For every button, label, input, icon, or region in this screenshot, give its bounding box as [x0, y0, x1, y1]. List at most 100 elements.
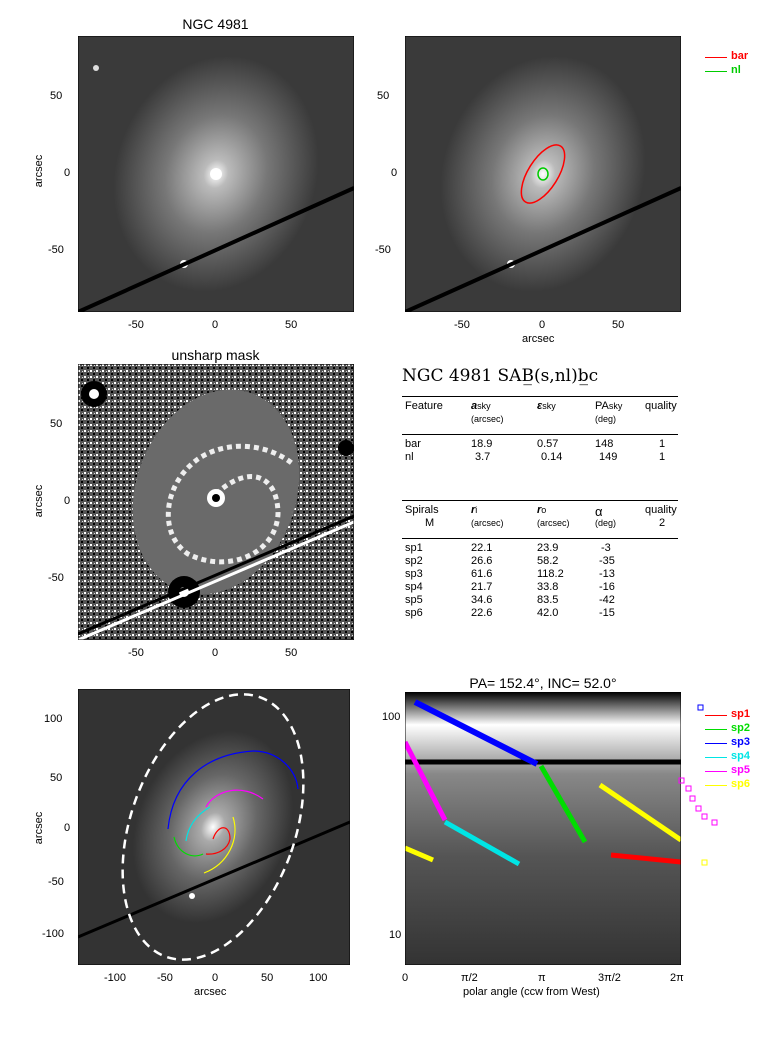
panel1-ylabel: arcsec — [33, 154, 45, 188]
spiral-sp4 — [185, 806, 211, 842]
track-sp5 — [405, 740, 448, 822]
col-quality-value: 2 — [659, 517, 666, 529]
feature-name: bar — [405, 438, 421, 450]
legend-label-sp4: sp4 — [731, 750, 750, 762]
table-row: sp1 22.1 23.9 -3 — [405, 542, 681, 555]
panel1-ytick: 50 — [50, 90, 63, 102]
panel5-xtick: 50 — [261, 972, 274, 984]
legend-label-sp3: sp3 — [731, 736, 750, 748]
col-spirals: Spirals — [405, 504, 439, 516]
spirals-rows: sp1 22.1 23.9 -3 sp2 26.6 58.2 -35 sp3 6… — [405, 542, 681, 620]
feature-pa: 148 — [595, 438, 614, 450]
panel6-xtick: 2π — [670, 972, 684, 984]
col-pa-sub: sky — [608, 401, 623, 411]
panel5-ytick: 100 — [44, 713, 63, 725]
col-feature: Feature — [405, 400, 443, 412]
feature-pa: 149 — [599, 451, 618, 463]
panel2-xtick: 50 — [612, 319, 625, 331]
panel2-ytick: -50 — [375, 244, 391, 256]
feature-q: 1 — [659, 438, 666, 450]
table-row: nl 3.7 0.14 149 1 — [405, 451, 681, 464]
spiral-sp1 — [205, 827, 231, 855]
spiral-ro: 118.2 — [537, 568, 564, 580]
spiral-name: sp4 — [405, 581, 423, 593]
panel6-overflow-markers — [678, 704, 718, 866]
panel6-plot — [405, 692, 681, 965]
panel5-ylabel: arcsec — [33, 811, 45, 845]
col-e-sub: sky — [542, 401, 556, 411]
panel1-image — [78, 36, 354, 312]
spiral-name: sp1 — [405, 542, 423, 554]
legend-label-sp1: sp1 — [731, 708, 750, 720]
panel6-ytick: 10 — [389, 929, 402, 941]
feature-a: 18.9 — [471, 438, 493, 450]
panel2-ytick: 0 — [391, 167, 398, 179]
panel2-ytick: 50 — [377, 90, 390, 102]
panel3-title: unsharp mask — [171, 347, 260, 363]
col-spirals-m: M — [425, 517, 435, 529]
col-alpha: α — [595, 504, 603, 519]
panel3-ytick: 50 — [50, 418, 63, 430]
panel5-image — [78, 689, 350, 965]
panel1-ytick: -50 — [48, 244, 64, 256]
legend-line — [705, 743, 727, 744]
panel1-xtick: 0 — [212, 319, 219, 331]
panel5-ytick: 0 — [64, 822, 71, 834]
track-sp2 — [538, 764, 588, 844]
spiral-alpha: -16 — [599, 581, 615, 593]
panel6-xlabel: polar angle (ccw from West) — [463, 986, 600, 998]
spiral-sp2 — [173, 836, 204, 857]
spiral-ri: 21.7 — [471, 581, 493, 593]
deprojection-ellipse — [121, 693, 305, 961]
panel5-ytick: -100 — [42, 928, 65, 940]
feature-name: nl — [405, 451, 414, 463]
bar-ellipse — [520, 144, 566, 204]
spiral-ro: 58.2 — [537, 555, 559, 567]
col-alpha-unit: (deg) — [595, 518, 617, 528]
panel1-xtick: 50 — [285, 319, 298, 331]
panel1-ytick: 0 — [64, 167, 71, 179]
table-row: bar 18.9 0.57 148 1 — [405, 438, 681, 451]
spiral-ro: 33.8 — [537, 581, 559, 593]
track-sp3 — [413, 699, 539, 767]
track-sp6-a — [598, 782, 681, 843]
panel6-ytick: 100 — [382, 711, 401, 723]
panel2-xlabel: arcsec — [522, 333, 555, 345]
panel5-xtick: -50 — [157, 972, 173, 984]
panel5-ytick: -50 — [48, 876, 64, 888]
table-rule — [402, 396, 678, 397]
panel5-xtick: 100 — [309, 972, 328, 984]
table-row: sp2 26.6 58.2 -35 — [405, 555, 681, 568]
spiral-ri: 34.6 — [471, 594, 493, 606]
legend-label-nl: nl — [731, 64, 741, 76]
spiral-ri: 22.6 — [471, 607, 493, 619]
spiral-ri: 22.1 — [471, 542, 493, 554]
feature-q: 1 — [659, 451, 666, 463]
legend-line — [705, 771, 727, 772]
track-sp1 — [610, 852, 681, 865]
col-quality: quality — [645, 504, 677, 516]
feature-e: 0.57 — [537, 438, 559, 450]
panel3-image — [78, 364, 354, 640]
legend-label-sp5: sp5 — [731, 764, 750, 776]
feature-e: 0.14 — [541, 451, 563, 463]
spiral-ri: 26.6 — [471, 555, 493, 567]
col-a: a — [471, 400, 478, 412]
spiral-sp5 — [205, 789, 264, 808]
panel2-xtick: -50 — [454, 319, 470, 331]
legend-line — [705, 71, 727, 72]
spiral-ri: 61.6 — [471, 568, 493, 580]
spiral-alpha: -13 — [599, 568, 615, 580]
legend-line — [705, 785, 727, 786]
legend-label-sp2: sp2 — [731, 722, 750, 734]
spiral-name: sp2 — [405, 555, 423, 567]
col-ri: r — [471, 504, 476, 516]
legend-line — [705, 57, 727, 58]
panel6-xtick: π — [538, 972, 546, 984]
panel3-xtick: -50 — [128, 647, 144, 659]
panel6-xtick: 3π/2 — [598, 972, 621, 984]
spiral-ro: 42.0 — [537, 607, 559, 619]
panel3-ytick: -50 — [48, 572, 64, 584]
col-pa: PA — [595, 400, 609, 412]
col-pa-unit: (deg) — [595, 414, 617, 424]
